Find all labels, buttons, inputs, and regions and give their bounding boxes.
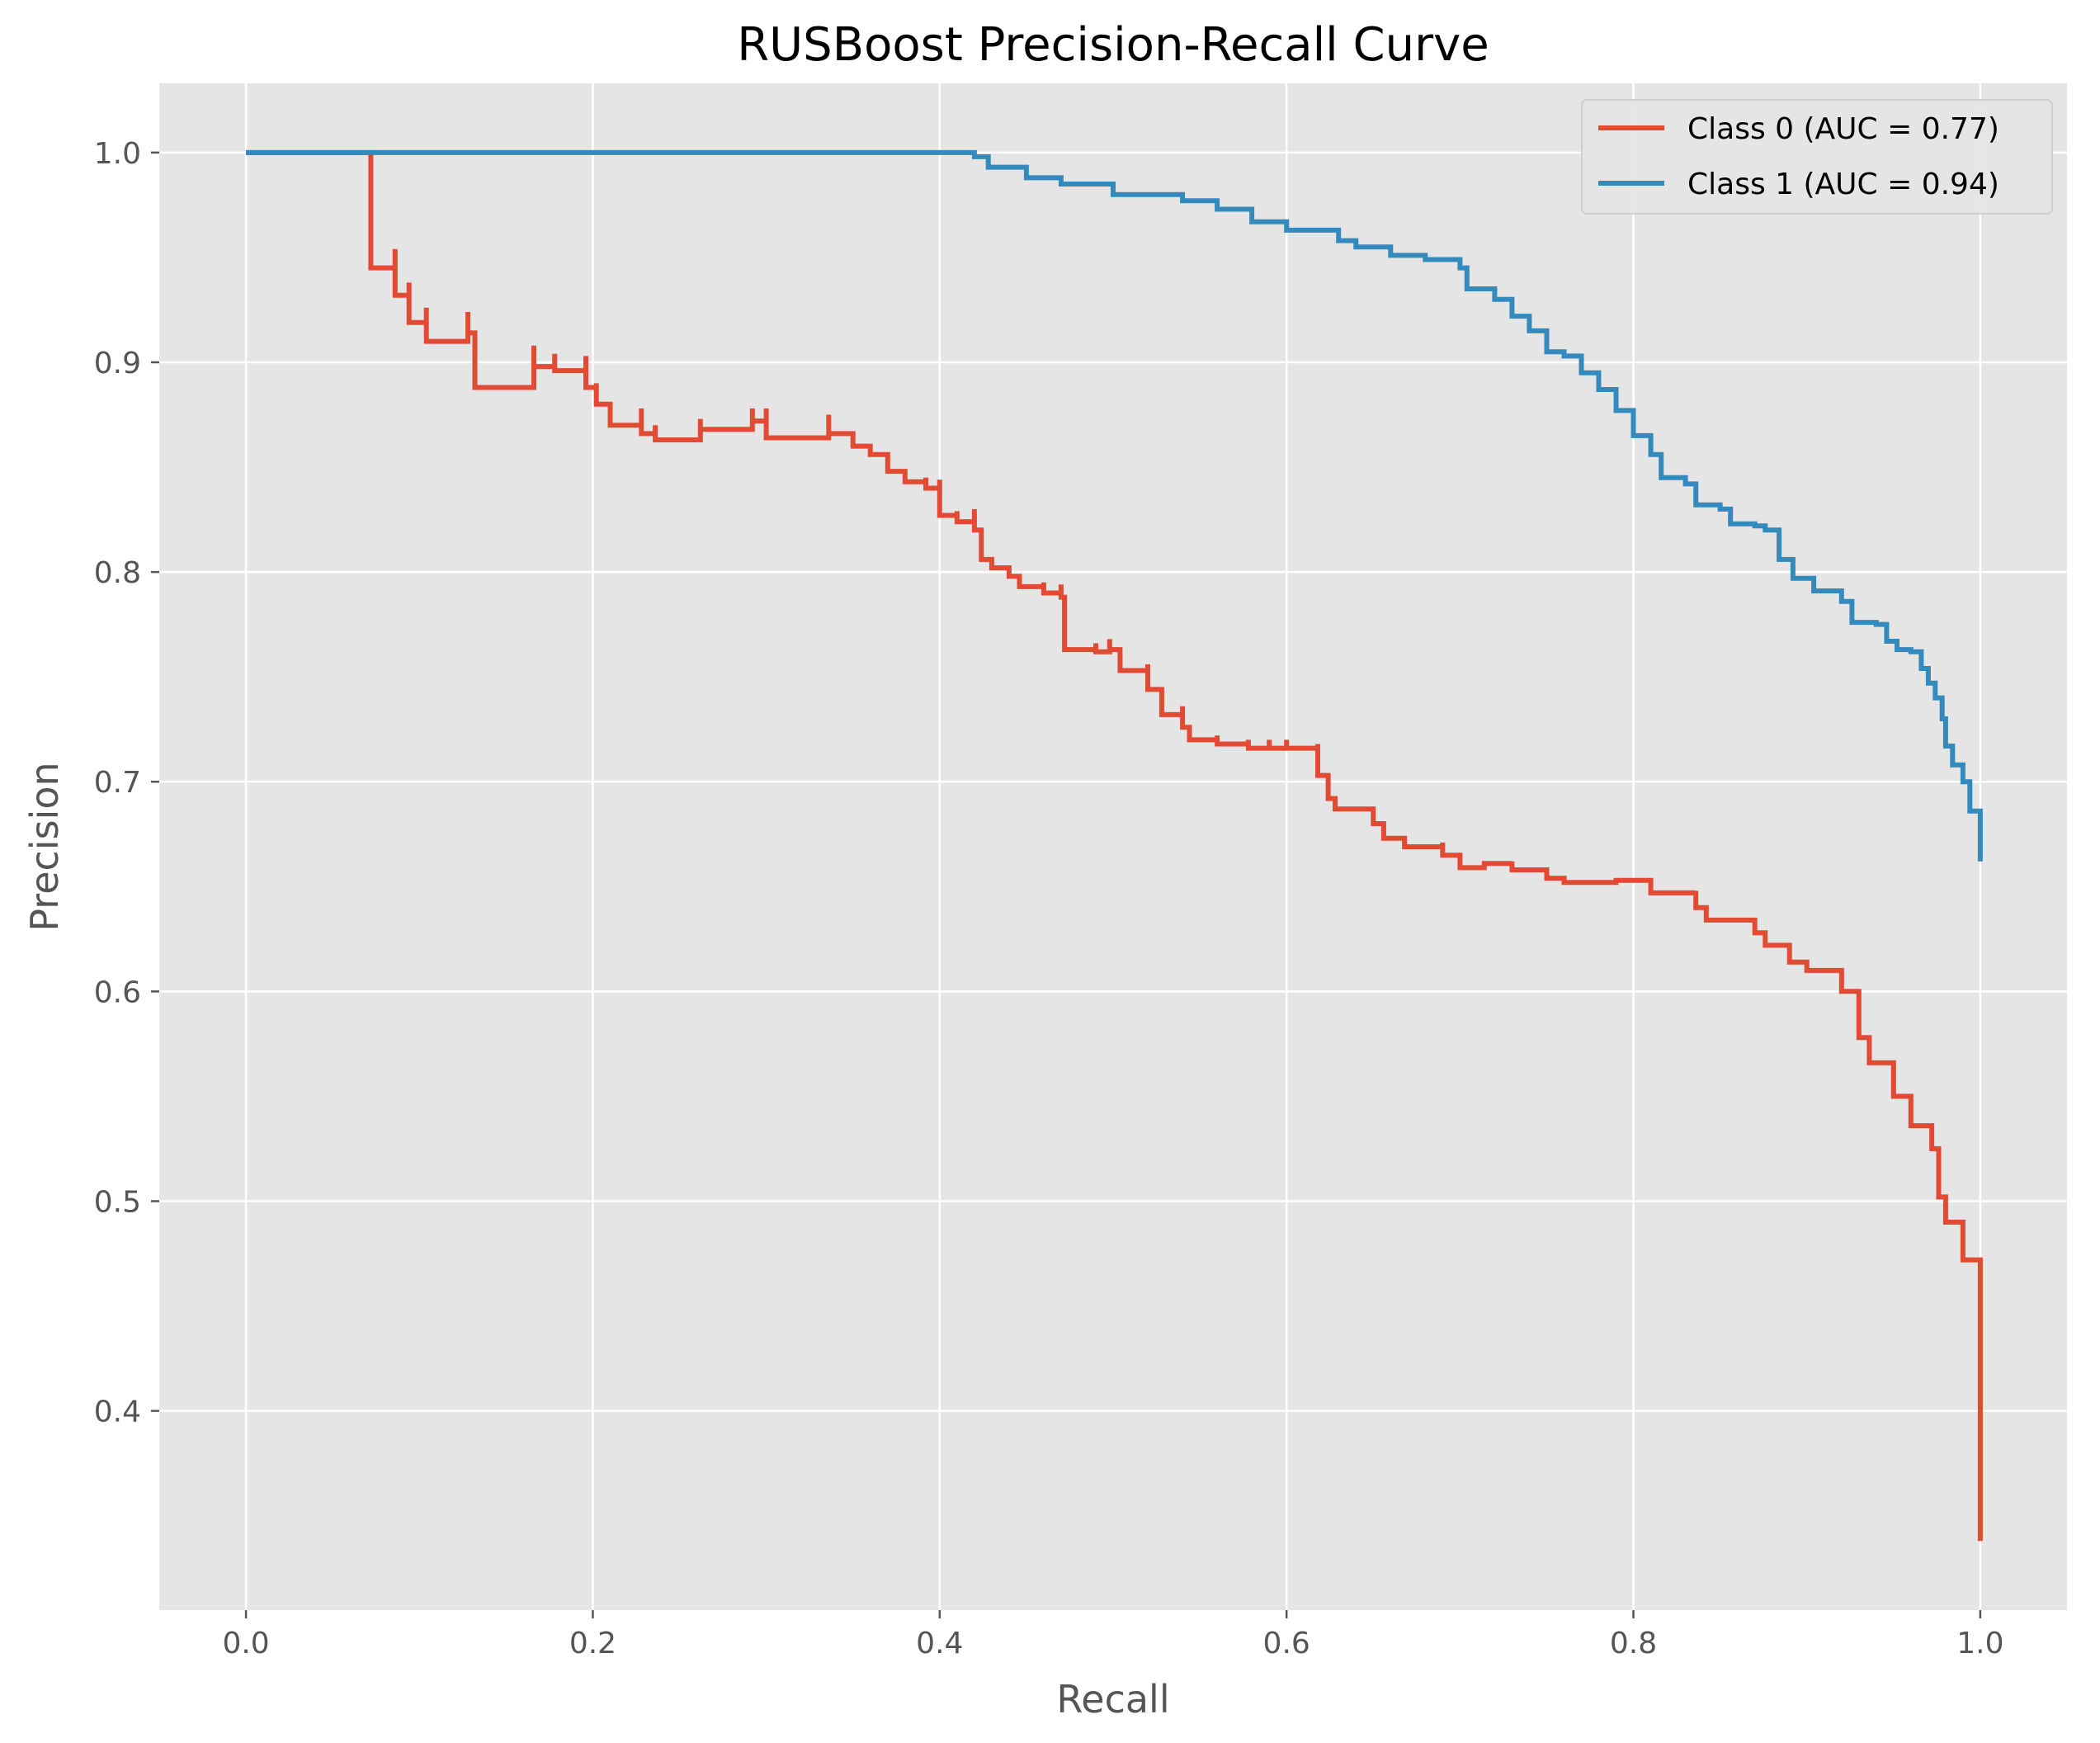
y-axis-label: Precision [22,762,67,931]
legend-label-class-1: Class 1 (AUC = 0.94) [1687,168,1999,201]
y-tick-label: 0.8 [94,556,141,590]
series-lines [246,149,1983,1542]
x-tick-label: 0.0 [222,1627,269,1660]
y-tick-label: 1.0 [94,137,141,171]
plot-area [159,83,2067,1610]
x-tick-label: 1.0 [1956,1627,2003,1660]
y-tick-label: 0.9 [94,347,141,380]
x-tick-label: 0.6 [1263,1627,1310,1660]
legend-box [1581,99,2053,215]
axis-ticks: 0.0 0.2 0.4 0.6 0.8 1.0 0.4 0.5 0.6 0.7 0.8 0.9 1.0 [94,137,2004,1660]
legend-label-class-0: Class 0 (AUC = 0.77) [1687,112,1999,146]
x-tick-label: 0.4 [916,1627,963,1660]
series-line-class-1 [246,149,1983,862]
y-tick-label: 0.5 [94,1185,141,1219]
y-tick-label: 0.7 [94,766,141,800]
y-tick-label: 0.4 [94,1396,141,1429]
x-tick-label: 0.8 [1610,1627,1657,1660]
chart-title: RUSBoost Precision-Recall Curve [737,18,1489,72]
x-tick-label: 0.2 [569,1627,616,1660]
legend: Class 0 (AUC = 0.77) Class 1 (AUC = 0.94… [1581,99,2053,215]
x-axis-label: Recall [1056,1677,1169,1722]
series-line-class-0 [246,149,1983,1542]
y-tick-label: 0.6 [94,975,141,1009]
